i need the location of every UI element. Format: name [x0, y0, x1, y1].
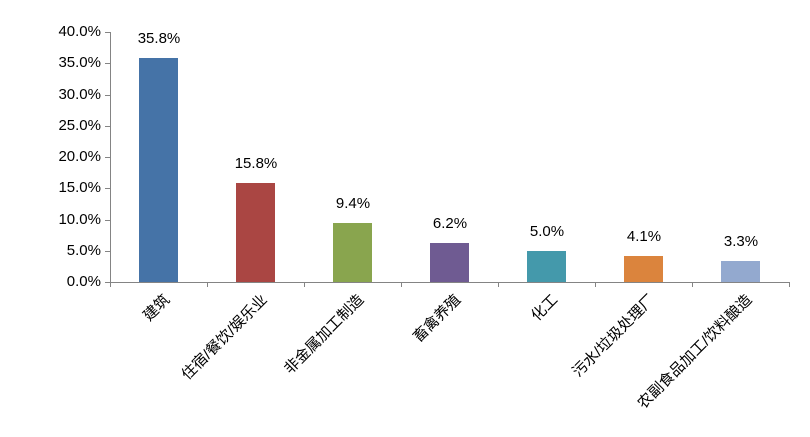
y-axis-tick-label: 15.0%	[58, 179, 101, 196]
y-axis-tick-label: 35.0%	[58, 54, 101, 71]
bar-value-label: 3.3%	[723, 233, 759, 250]
x-category-label: 污水/垃圾处理厂	[569, 291, 659, 381]
x-category-label: 住宿/餐饮/娱乐业	[178, 291, 271, 384]
x-axis-tick	[498, 282, 499, 287]
bar-value-label: 15.8%	[234, 155, 278, 172]
bar-value-label: 4.1%	[626, 228, 662, 245]
x-category-label: 畜禽养殖	[409, 291, 465, 346]
x-axis-line	[110, 282, 790, 283]
x-category-label: 非金属加工制造	[281, 291, 368, 378]
bar	[236, 183, 275, 282]
y-axis-tick	[105, 32, 110, 33]
y-axis-tick	[105, 95, 110, 96]
y-axis-tick-label: 20.0%	[58, 148, 101, 165]
bar-value-label: 9.4%	[335, 195, 371, 212]
y-axis-line	[110, 32, 111, 283]
bar	[624, 256, 663, 282]
y-axis-tick	[105, 157, 110, 158]
y-axis-tick-label: 10.0%	[58, 211, 101, 228]
y-axis-tick	[105, 220, 110, 221]
bar	[430, 243, 469, 282]
x-category-label: 建筑	[140, 291, 174, 325]
x-axis-tick	[595, 282, 596, 287]
bar	[139, 58, 178, 282]
y-axis-tick	[105, 282, 110, 283]
y-axis-tick-label: 25.0%	[58, 117, 101, 134]
bar	[721, 261, 760, 282]
x-axis-tick	[207, 282, 208, 287]
bar-value-label: 5.0%	[529, 223, 565, 240]
x-axis-tick	[110, 282, 111, 287]
y-axis-tick-label: 30.0%	[58, 86, 101, 103]
x-category-label: 农副食品加工/饮料酿造	[634, 291, 756, 413]
y-axis-tick	[105, 188, 110, 189]
y-axis-tick	[105, 63, 110, 64]
x-axis-tick	[692, 282, 693, 287]
x-axis-tick	[401, 282, 402, 287]
y-axis-tick-label: 0.0%	[66, 273, 101, 290]
bar	[333, 223, 372, 282]
bar-value-label: 6.2%	[432, 215, 468, 232]
x-category-label: 化工	[528, 291, 562, 325]
y-axis-tick-label: 5.0%	[66, 242, 101, 259]
y-axis-tick	[105, 251, 110, 252]
y-axis-tick-label: 40.0%	[58, 23, 101, 40]
x-axis-tick	[304, 282, 305, 287]
x-axis-tick	[789, 282, 790, 287]
bar-value-label: 35.8%	[137, 30, 181, 47]
y-axis-tick	[105, 126, 110, 127]
bar	[527, 251, 566, 282]
